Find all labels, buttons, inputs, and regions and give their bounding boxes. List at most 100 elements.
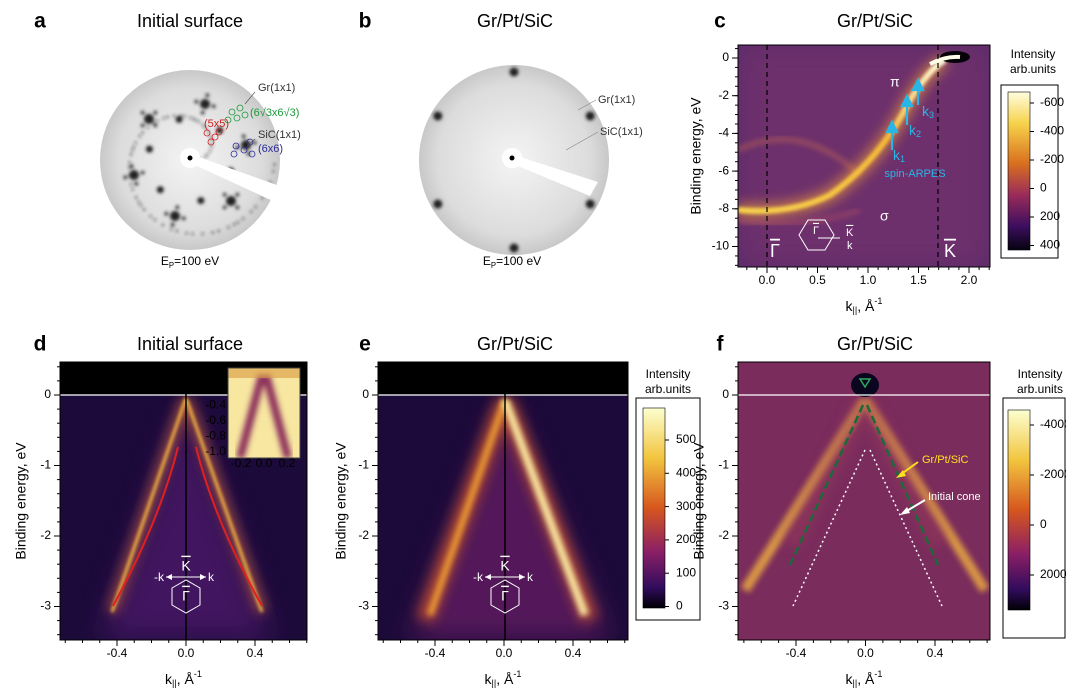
leed-annotation: SiC(1x1) <box>258 129 301 141</box>
inset-tick-label: -0.4 <box>205 397 226 411</box>
spot <box>261 197 264 200</box>
text-rest: , Å <box>857 671 875 687</box>
spin-label: spin-ARPES <box>884 168 945 180</box>
spot <box>134 141 137 144</box>
panel-title: Gr/Pt/SiC <box>477 11 553 31</box>
inset-d <box>228 368 300 458</box>
spot <box>510 244 519 253</box>
spot <box>176 230 179 233</box>
spot <box>254 206 257 209</box>
colorbar-tick-label: 200 <box>1040 209 1060 223</box>
spot <box>273 163 276 166</box>
x-tick-label: 0.0 <box>178 646 195 660</box>
spot <box>204 155 207 158</box>
text-sub: 2 <box>916 129 921 139</box>
x-tick-label: 2.0 <box>961 273 978 287</box>
spot <box>128 166 131 169</box>
spot <box>141 124 145 128</box>
spot <box>223 193 227 197</box>
text-rest: , Å <box>857 298 875 314</box>
spot <box>250 210 253 213</box>
y-tick-label: -1 <box>358 458 369 472</box>
leed-annotation: (5x5) <box>204 118 229 130</box>
x-axis-label: k||, Å-1 <box>165 669 202 688</box>
bz-label: Γ <box>813 225 819 237</box>
spot <box>132 146 135 149</box>
spot <box>236 193 240 197</box>
colorbar-title: Intensity <box>1011 47 1056 61</box>
spot <box>226 196 236 206</box>
spot <box>141 171 145 175</box>
spot <box>236 206 240 210</box>
x-tick-label: 0.4 <box>927 646 944 660</box>
inset-tick-label: -0.6 <box>205 413 226 427</box>
spot <box>143 208 146 211</box>
colorbar-title: Intensity <box>646 367 691 381</box>
spot <box>176 116 183 123</box>
spot <box>131 188 134 191</box>
colorbar-tick-label: 2000 <box>1040 567 1066 581</box>
panel-title: Initial surface <box>137 11 243 31</box>
y-tick-label: 0 <box>44 387 51 401</box>
leed-annotation: Gr(1x1) <box>258 82 295 94</box>
spot <box>211 231 214 234</box>
y-tick-label: -3 <box>40 599 51 613</box>
leed-annotation: Gr(1x1) <box>598 94 635 106</box>
leed-annotation: (6√3x6√3) <box>250 107 299 119</box>
colorbar-title: arb.units <box>645 382 691 396</box>
spot <box>223 206 227 210</box>
x-axis-label: k||, Å-1 <box>485 669 522 688</box>
colorbar-tick-label: 100 <box>676 565 696 579</box>
spot <box>197 120 200 123</box>
x-tick-label: 1.0 <box>860 273 877 287</box>
x-tick-label: 0.4 <box>247 646 264 660</box>
y-tick-label: -3 <box>718 599 729 613</box>
spot <box>128 161 131 164</box>
text-rest: =100 eV <box>174 254 219 268</box>
x-tick-label: -0.4 <box>107 646 128 660</box>
spot <box>189 116 192 119</box>
spot <box>201 111 205 115</box>
inset-tick-label: 0.0 <box>256 456 273 470</box>
colorbar <box>1008 92 1030 250</box>
spot <box>233 223 236 226</box>
colorbar-tick-label: 400 <box>676 465 696 479</box>
y-tick-label: -4 <box>718 126 729 140</box>
y-tick-label: -8 <box>718 201 729 215</box>
panel-label: e <box>359 333 371 356</box>
colorbar <box>1008 410 1030 610</box>
colorbar-tick-label: 0 <box>1040 181 1047 195</box>
spot <box>130 183 133 186</box>
caption: EP=100 eV <box>483 254 541 270</box>
spot <box>200 99 210 109</box>
caption: EP=100 eV <box>161 254 219 270</box>
text-sub: 1 <box>900 154 905 164</box>
y-tick-label: -2 <box>718 88 729 102</box>
colorbar-tick-label: -400 <box>1040 124 1064 138</box>
spot <box>433 200 442 209</box>
inset-tick-label: -0.2 <box>231 456 252 470</box>
colorbar-tick-label: -4000 <box>1040 417 1066 431</box>
y-tick-label: 0 <box>722 50 729 64</box>
band-label: π <box>890 74 900 90</box>
inset-tick-label: 0.2 <box>279 456 296 470</box>
spot <box>182 217 186 221</box>
spot <box>201 233 204 236</box>
spot <box>195 100 199 104</box>
colorbar-tick-label: -2000 <box>1040 467 1066 481</box>
spot <box>123 176 127 180</box>
bz-label: K <box>500 558 510 574</box>
spot <box>242 217 245 220</box>
spot <box>586 112 595 121</box>
spot <box>170 228 173 231</box>
y-tick-label: -1 <box>718 458 729 472</box>
x-tick-label: -0.4 <box>786 646 807 660</box>
spot <box>586 200 595 209</box>
spot <box>227 226 230 229</box>
inset-tick-label: 0.0 <box>209 366 226 380</box>
spot <box>135 182 139 186</box>
gamma-label: Γ <box>770 241 780 261</box>
arpes-map-c <box>738 45 990 267</box>
x-axis-label: k||, Å-1 <box>846 669 883 688</box>
leed-annotation: (6x6) <box>258 143 283 155</box>
